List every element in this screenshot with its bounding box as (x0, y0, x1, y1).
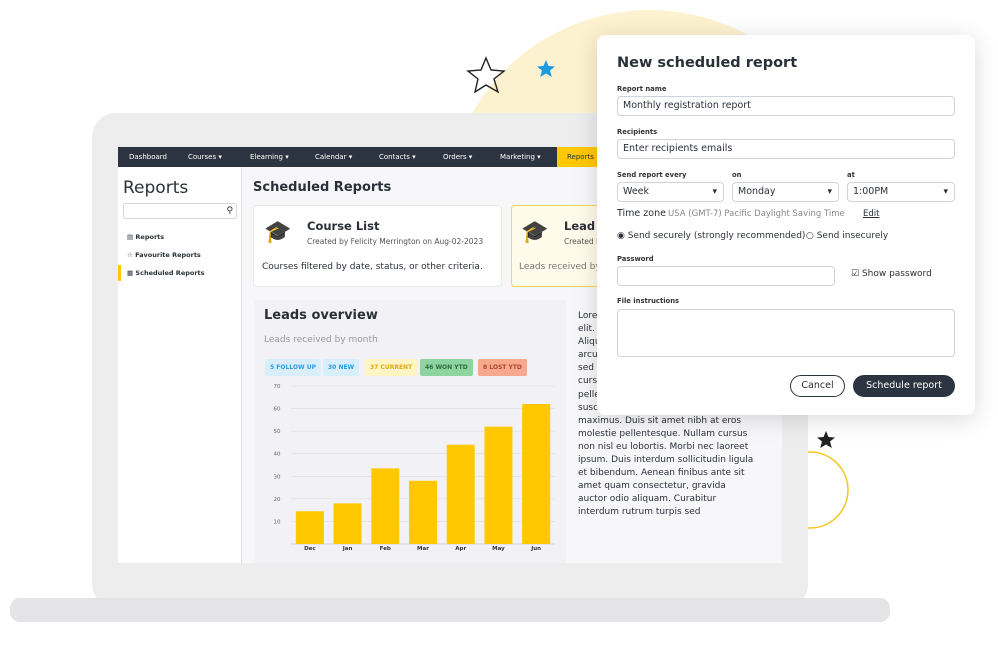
bar (446, 444, 475, 544)
nav-item[interactable]: Orders (443, 153, 472, 161)
card-description: Leads received by month (519, 262, 633, 272)
y-tick-label: 60 (274, 407, 281, 413)
nav-item[interactable]: Reports (567, 153, 594, 161)
decor-star (537, 60, 555, 77)
card-icon: 🎓 (521, 220, 549, 245)
field-label: Password (617, 255, 654, 263)
card-meta: Created by Felicity Merrington on Aug-02… (307, 237, 484, 246)
y-tick-label: 30 (274, 474, 281, 480)
leads-subtitle: Leads received by month (264, 335, 378, 345)
sidebar-item[interactable]: ☆ Favourite Reports (127, 251, 201, 259)
search-box[interactable]: ⚲ (123, 203, 237, 219)
nav-item[interactable]: Courses (188, 153, 222, 161)
text-input[interactable]: Enter recipients emails (617, 139, 955, 159)
nav-item[interactable]: Calendar (315, 153, 352, 161)
x-tick-label: May (492, 546, 505, 552)
submit-button[interactable]: Schedule report (853, 375, 955, 397)
x-tick-label: Jun (530, 546, 541, 552)
nav-item[interactable]: Contacts (379, 153, 416, 161)
x-tick-label: Feb (380, 546, 391, 552)
field-label: Recipients (617, 128, 658, 136)
select[interactable]: 1:00PM (847, 182, 955, 202)
active-marker (118, 265, 121, 281)
field-label: Send report every (617, 171, 687, 179)
sidebar-item-text: Favourite Reports (135, 251, 201, 259)
card-description: Courses filtered by date, status, or oth… (262, 262, 483, 272)
laptop-base (10, 598, 890, 622)
radio[interactable]: ◉ Send securely (strongly recommended) (617, 231, 806, 241)
field-label: at (847, 171, 855, 179)
checkbox-label: Show password (861, 269, 932, 279)
badge: 8 LOST YTD (478, 359, 527, 376)
dialog-title: New scheduled report (617, 55, 798, 71)
timezone-label: Time zone (617, 208, 666, 219)
sidebar-title: Reports (123, 178, 189, 198)
leads-title: Leads overview (264, 308, 378, 323)
bar (522, 404, 551, 544)
select[interactable]: Monday (732, 182, 839, 202)
card-icon: 🎓 (264, 220, 292, 245)
nav-item[interactable]: Dashboard (129, 153, 167, 161)
y-tick-label: 50 (274, 429, 281, 435)
bar-chart: 10 20 30 40 50 60 70 Dec Jan Feb Mar Apr May Jun (274, 384, 555, 552)
sidebar (118, 167, 242, 563)
decor-star (817, 431, 835, 448)
y-tick-label: 40 (274, 452, 281, 458)
nav-item[interactable]: Marketing (500, 153, 541, 161)
radio-label: Send securely (strongly recommended) (627, 231, 806, 241)
checkbox[interactable]: ☑ Show password (851, 269, 932, 279)
bar (484, 426, 513, 544)
nav-active (557, 147, 599, 167)
bar (333, 503, 362, 544)
nav-item[interactable]: Elearning (250, 153, 289, 161)
main-title: Scheduled Reports (253, 180, 392, 195)
bar (295, 511, 324, 544)
bar (371, 468, 400, 544)
badge: 46 WON YTD (420, 359, 473, 376)
timezone-value: USA (GMT-7) Pacific Daylight Saving Time (668, 209, 845, 219)
x-tick-label: Mar (417, 546, 429, 552)
cancel-button[interactable]: Cancel (790, 375, 845, 397)
y-tick-label: 20 (274, 497, 281, 503)
radio-label: Send insecurely (816, 231, 889, 241)
sidebar-item[interactable]: ▦ Scheduled Reports (127, 269, 205, 277)
bar (409, 480, 437, 544)
badge: 5 FOLLOW UP (265, 359, 321, 376)
text-input[interactable]: Monthly registration report (617, 96, 955, 116)
x-tick-label: Dec (304, 546, 316, 552)
card-meta: Created by (564, 237, 606, 246)
decor-star (466, 56, 506, 94)
sidebar-item-text: Reports (135, 233, 165, 241)
x-tick-label: Jan (342, 546, 353, 552)
password-input[interactable] (617, 266, 835, 286)
y-tick-label: 10 (274, 519, 281, 525)
sidebar-item[interactable]: ▤ Reports (127, 233, 165, 241)
card-title: Course List (307, 219, 380, 233)
x-tick-label: Apr (455, 546, 466, 552)
report-card[interactable] (253, 205, 502, 287)
field-label: on (732, 171, 742, 179)
field-label: Report name (617, 85, 667, 93)
textarea[interactable] (617, 309, 955, 357)
badge: 37 CURRENT (365, 359, 418, 376)
field-label: File instructions (617, 297, 680, 305)
sidebar-item-text: Scheduled Reports (135, 269, 205, 277)
badge: 30 NEW (323, 359, 360, 376)
select[interactable]: Week (617, 182, 724, 202)
radio[interactable]: ○ Send insecurely (806, 231, 889, 241)
edit-link[interactable]: Edit (863, 209, 880, 219)
y-tick-label: 70 (274, 384, 281, 390)
